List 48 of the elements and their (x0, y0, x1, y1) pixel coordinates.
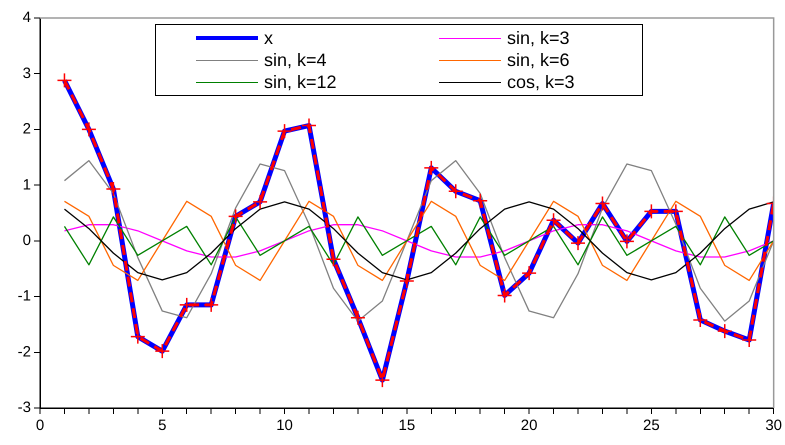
point (56, 72, 72, 88)
legend-label: x (264, 27, 273, 49)
y-tick-label: 2 (22, 120, 31, 138)
point (301, 118, 317, 134)
point (594, 196, 610, 212)
x-tick-label: 0 (36, 417, 44, 434)
point (424, 160, 440, 176)
x-tick-label: 15 (398, 417, 416, 434)
y-tick-label: 4 (22, 9, 31, 26)
y-tick-label: -1 (18, 288, 31, 305)
y-tick-label: 1 (22, 176, 31, 194)
point (644, 204, 660, 220)
point (619, 234, 635, 250)
point (716, 323, 732, 339)
point (374, 372, 390, 388)
y-tick-label: 0 (22, 232, 31, 249)
point (252, 194, 268, 210)
point (154, 343, 170, 359)
point (326, 251, 342, 267)
point (692, 312, 708, 328)
point (228, 208, 244, 224)
point (472, 192, 488, 208)
point (106, 181, 122, 197)
point (546, 212, 562, 228)
x-tick-label: 25 (643, 417, 660, 434)
y-tick-label: -3 (18, 399, 31, 416)
legend-label: sin, k=4 (264, 49, 327, 71)
point (276, 123, 292, 139)
point (399, 273, 415, 289)
y-tick-label: -2 (18, 343, 31, 360)
x-tick-label: 5 (158, 417, 166, 434)
legend-label: cos, k=3 (507, 71, 575, 93)
point (203, 297, 219, 313)
point (741, 332, 757, 348)
point (81, 122, 97, 138)
x-tick-label: 20 (520, 417, 538, 434)
point (496, 288, 512, 304)
legend-label: sin, k=6 (507, 49, 570, 71)
legend-label: sin, k=3 (507, 27, 570, 49)
point (350, 310, 366, 326)
x-tick-label: 10 (276, 417, 293, 434)
legend-label: sin, k=12 (264, 71, 337, 93)
point (130, 328, 146, 344)
point (570, 235, 586, 251)
point (521, 265, 537, 281)
point (448, 184, 464, 200)
x-tick-label: 30 (765, 417, 782, 434)
y-tick-label: 3 (22, 64, 31, 82)
